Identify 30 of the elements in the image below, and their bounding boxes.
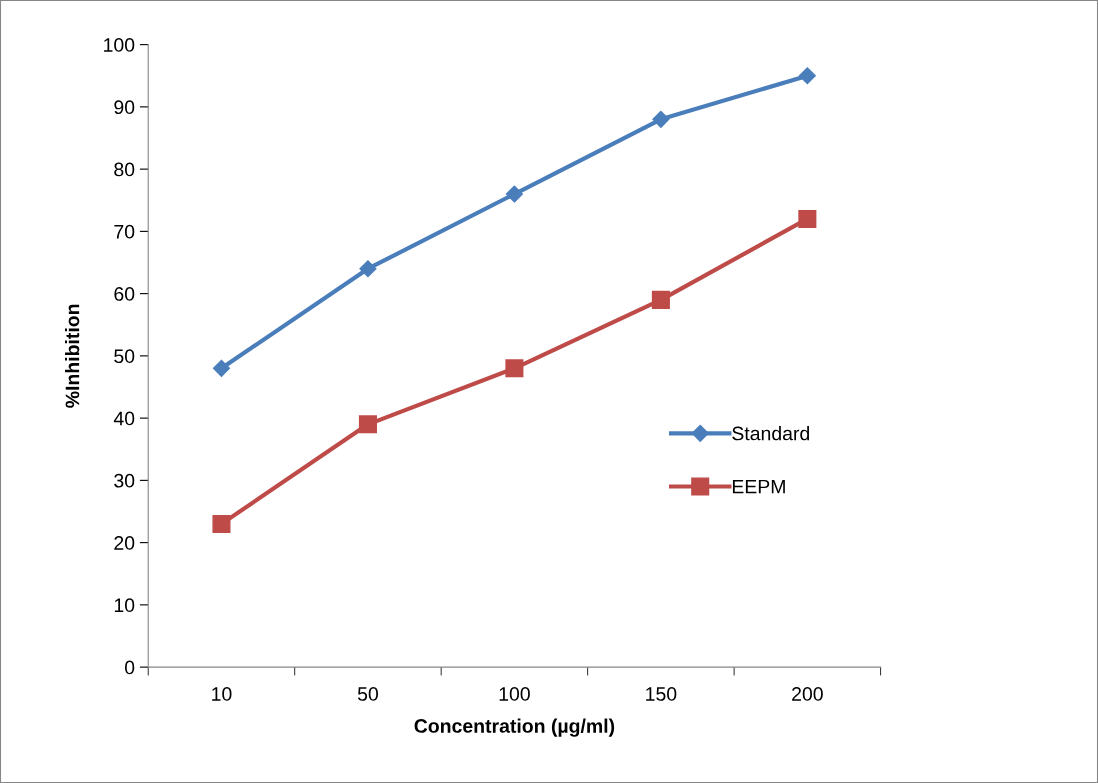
y-tick-label: 30: [114, 473, 135, 488]
y-tick-label: 0: [124, 660, 135, 675]
y-tick-label: 50: [114, 349, 135, 364]
y-axis-title: %Inhibition: [65, 304, 80, 408]
point: [652, 110, 670, 128]
point: [212, 359, 231, 377]
point: [359, 260, 377, 278]
x-tick-label: 50: [357, 687, 378, 701]
x-tick-label: 10: [212, 687, 232, 701]
y-tick-label: 80: [114, 162, 135, 177]
x-tick-label: 100: [499, 687, 530, 701]
y-tick-label: 40: [113, 411, 135, 426]
y-tick-label: 20: [114, 536, 135, 550]
y-tick-label: 60: [114, 287, 135, 301]
legend-label: EEPM: [732, 479, 785, 494]
y-tick-label: 90: [114, 100, 135, 115]
point: [505, 359, 524, 378]
x-tick-label: 150: [646, 687, 677, 701]
point: [798, 209, 817, 228]
legend-label: Standard: [732, 426, 809, 441]
point: [212, 514, 231, 533]
point: [651, 290, 670, 309]
x-tick-label: 200: [792, 687, 823, 701]
y-tick-label: 10: [114, 598, 135, 613]
point: [358, 415, 377, 434]
point: [798, 67, 816, 85]
y-tick-label: 70: [114, 224, 135, 239]
x-axis-title: Concentration (µg/ml): [414, 718, 615, 737]
point: [505, 185, 523, 203]
y-tick-label: 100: [104, 38, 135, 52]
